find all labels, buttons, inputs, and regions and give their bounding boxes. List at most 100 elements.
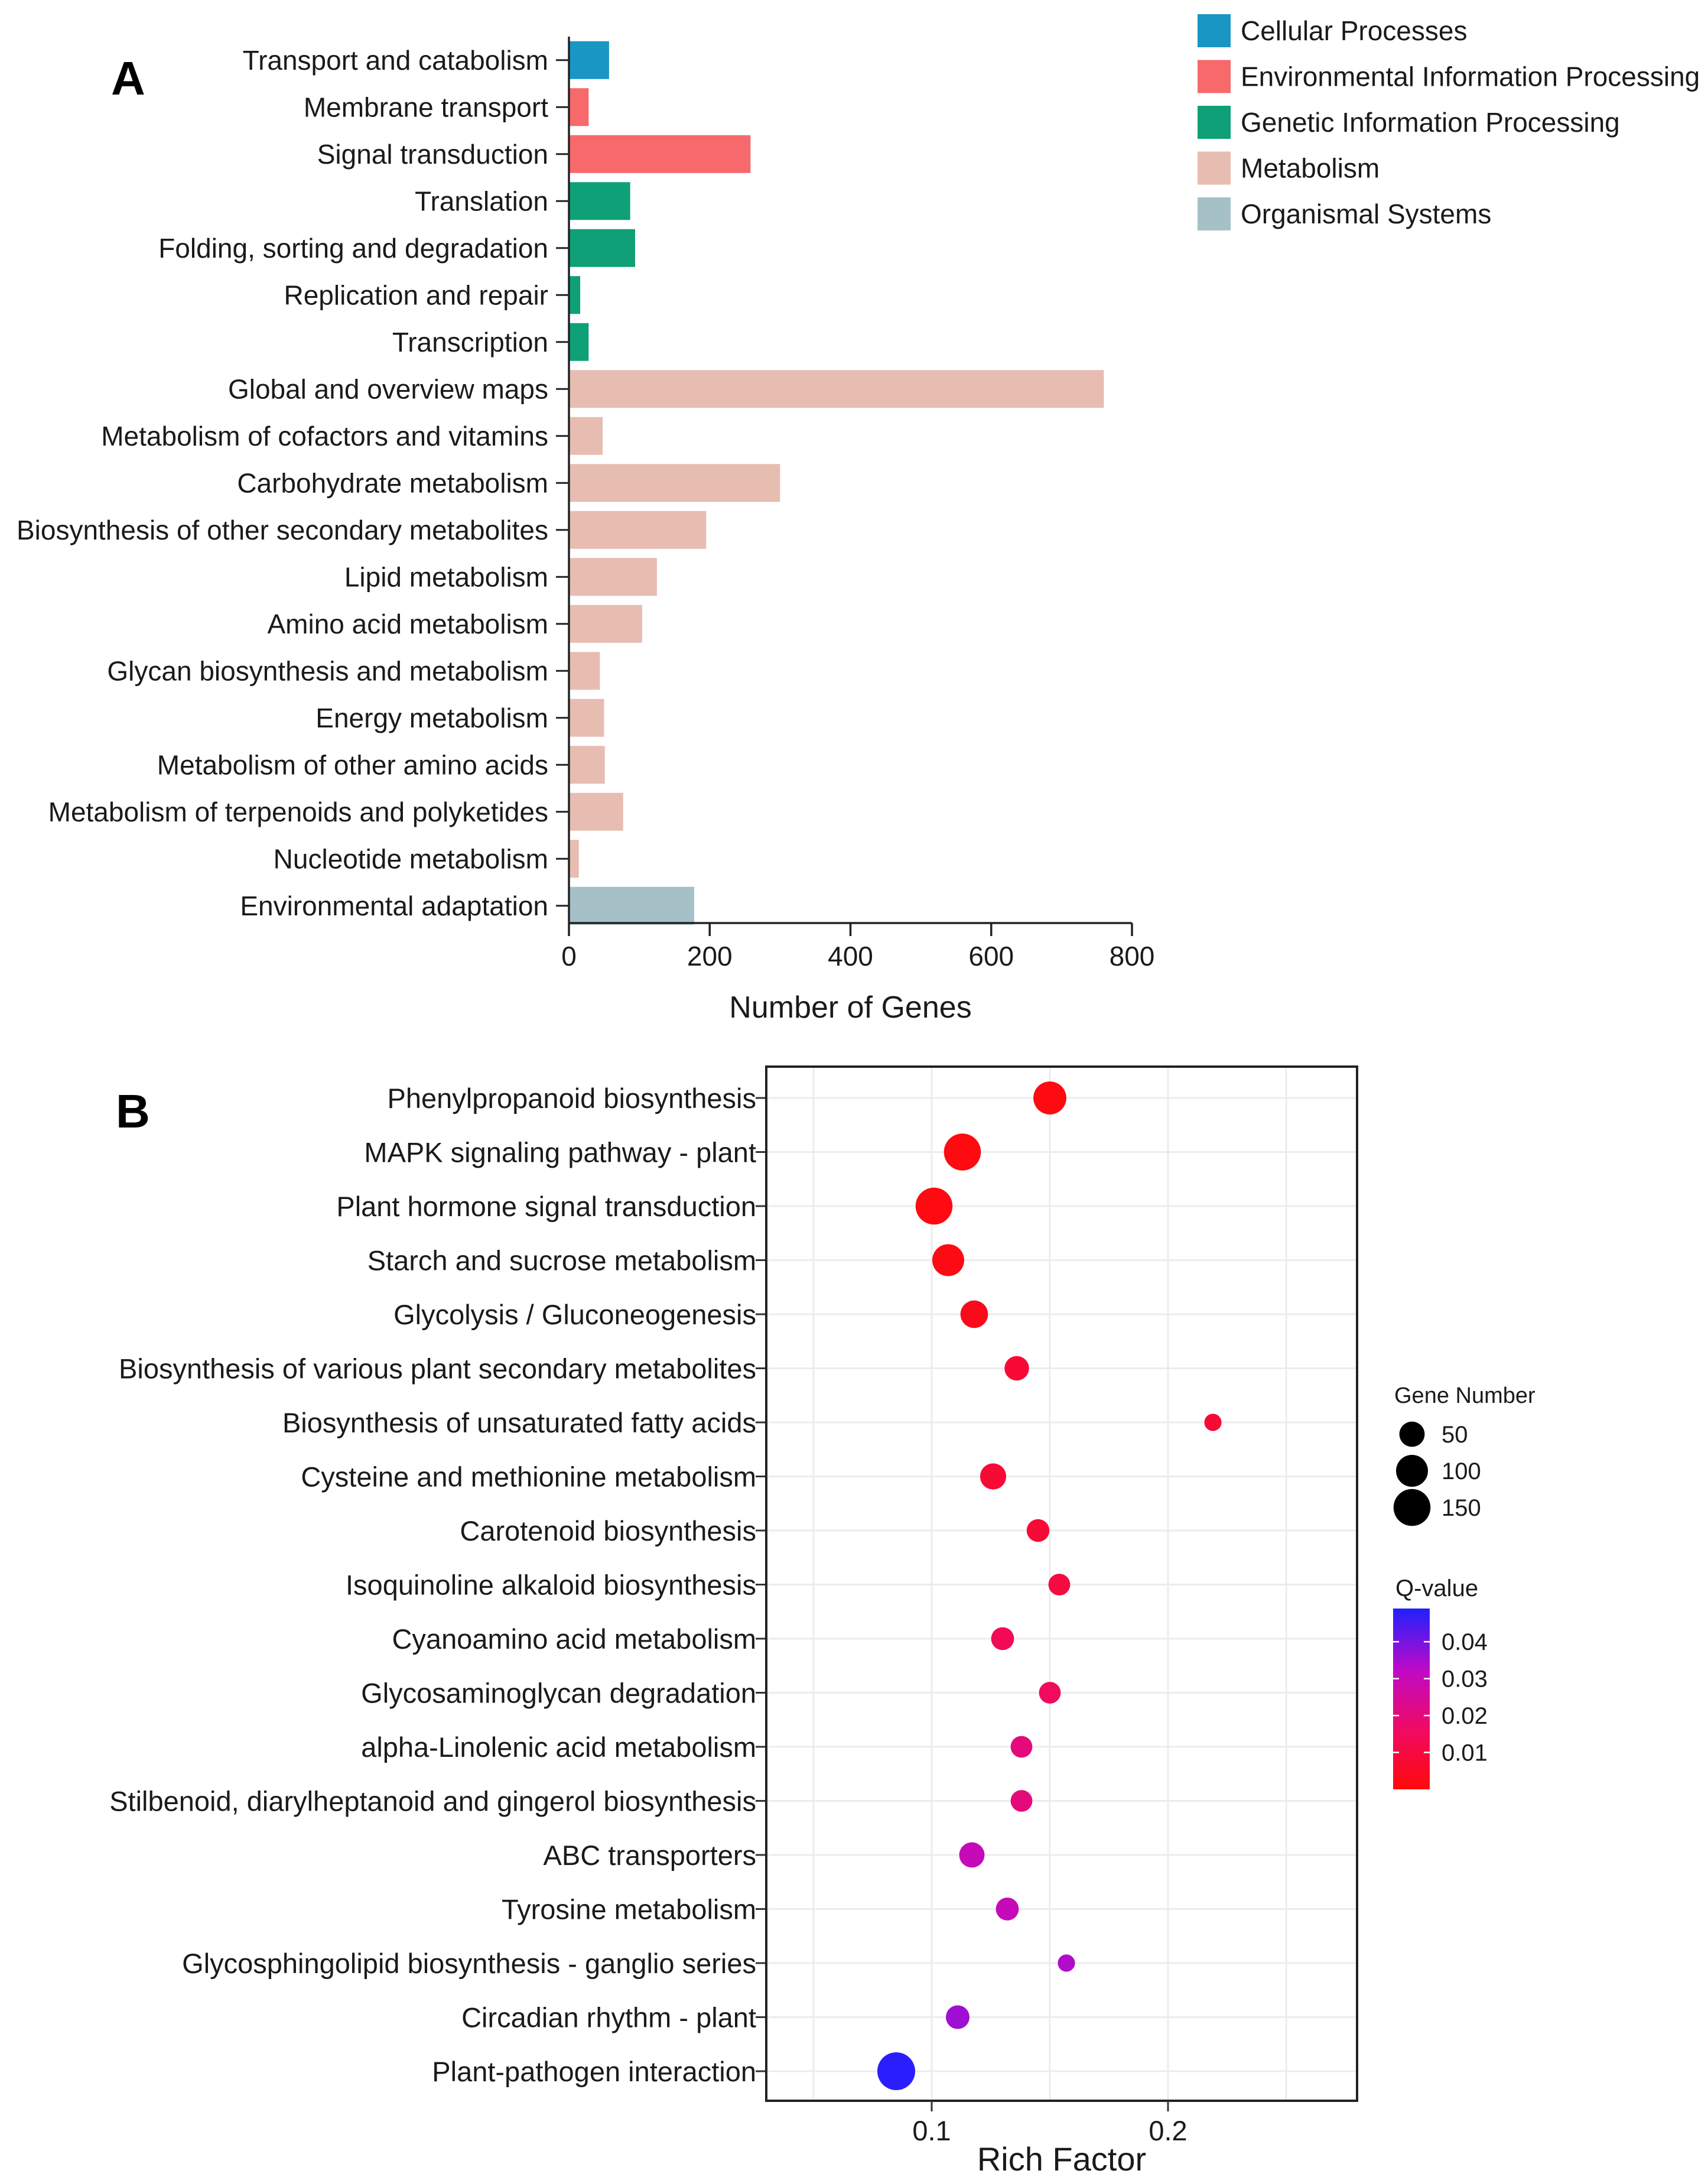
size-legend-title: Gene Number [1394,1383,1535,1408]
category-label-7: Cysteine and methionine metabolism [301,1461,756,1493]
bar-11 [569,558,657,596]
color-tick-label-3: 0.01 [1442,1740,1488,1766]
point-0 [1033,1081,1066,1115]
point-18 [877,2052,916,2091]
plot-frame [765,1065,1358,2102]
bar-5 [569,276,581,314]
panel-b-letter: B [116,1085,150,1138]
category-label-11: Lipid metabolism [344,561,548,592]
panel-b-points [877,1081,1222,2091]
x-axis-title: Rich Factor [977,2140,1146,2177]
point-8 [1026,1519,1050,1542]
bar-10 [569,511,707,549]
panel-b-category-labels: Phenylpropanoid biosynthesis MAPK signali… [109,1083,756,2087]
category-label-16: Metabolism of terpenoids and polyketides [48,797,548,827]
point-7 [980,1463,1007,1490]
size-legend-dot-2 [1393,1489,1431,1526]
category-label-4: Glycolysis / Gluconeogenesis [393,1299,756,1330]
panel-b: B Phenylpropanoid biosynthesis MAPK signa… [109,1065,1535,2177]
legend-label-3: Metabolism [1241,153,1380,184]
category-label-6: Biosynthesis of unsaturated fatty acids [282,1407,756,1438]
point-13 [1010,1790,1033,1812]
category-label-11: Glycosaminoglycan degradation [361,1678,756,1709]
category-label-9: Isoquinoline alkaloid biosynthesis [346,1570,756,1601]
legend-label-0: Cellular Processes [1241,15,1467,46]
category-label-5: Biosynthesis of various plant secondary … [119,1353,756,1385]
category-label-13: Stilbenoid, diarylheptanoid and gingerol… [109,1786,756,1817]
legend-label-4: Organismal Systems [1241,199,1491,229]
point-3 [932,1244,964,1276]
bar-13 [569,652,600,690]
bar-7 [569,370,1104,408]
x-tick-label-0: 0 [561,941,577,971]
category-label-6: Transcription [392,327,548,358]
point-17 [945,2005,970,2029]
size-legend-dot-0 [1399,1421,1425,1447]
bar-17 [569,840,579,878]
x-tick-label-0: 0.1 [912,2115,951,2146]
bar-15 [569,746,605,784]
panel-b-legends: Gene Number 50 100 150 Q-value 0.04 0.03 0.02 0.… [1393,1383,1535,1789]
color-bar [1393,1609,1430,1789]
bar-4 [569,229,635,267]
category-label-18: Environmental adaptation [240,891,548,921]
point-11 [1039,1682,1061,1704]
category-label-10: Biosynthesis of other secondary metaboli… [17,515,548,545]
category-label-4: Folding, sorting and degradation [158,233,548,264]
point-5 [1004,1356,1029,1381]
bar-14 [569,698,604,737]
category-label-12: alpha-Linolenic acid metabolism [361,1731,756,1763]
bar-0 [569,41,609,79]
category-label-10: Cyanoamino acid metabolism [392,1623,756,1655]
category-label-3: Starch and sucrose metabolism [367,1245,756,1276]
bar-9 [569,464,780,502]
category-label-0: Phenylpropanoid biosynthesis [388,1083,756,1114]
bar-1 [569,88,589,126]
x-axis-title: Number of Genes [729,990,971,1025]
point-1 [944,1133,981,1171]
category-label-17: Circadian rhythm - plant [461,2002,756,2033]
x-tick-label-2: 400 [828,941,873,971]
legend-swatch-1 [1198,60,1231,93]
category-label-13: Glycan biosynthesis and metabolism [107,655,548,686]
size-legend-dot-1 [1396,1455,1428,1487]
point-6 [1204,1414,1222,1431]
bar-6 [569,323,589,361]
bar-12 [569,605,642,643]
panel-a-bars [569,41,1104,925]
category-label-1: Membrane transport [304,92,548,122]
color-legend-title: Q-value [1395,1575,1478,1601]
category-label-8: Metabolism of cofactors and vitamins [101,421,548,451]
category-label-1: MAPK signaling pathway - plant [364,1137,756,1168]
category-label-0: Transport and catabolism [243,45,548,76]
size-legend-label-1: 100 [1442,1458,1481,1484]
panel-a-legend: Cellular Processes Environmental Informat… [1198,14,1700,230]
category-label-7: Global and overview maps [228,373,548,404]
category-label-14: Energy metabolism [315,703,548,733]
point-9 [1048,1574,1071,1596]
point-15 [995,1897,1019,1921]
category-label-2: Signal transduction [317,139,548,170]
bar-2 [569,135,751,173]
x-tick-label-3: 600 [968,941,1014,971]
category-label-17: Nucleotide metabolism [274,843,548,874]
point-2 [915,1187,953,1225]
category-label-8: Carotenoid biosynthesis [460,1515,756,1546]
legend-swatch-2 [1198,106,1231,139]
category-label-3: Translation [415,186,548,216]
x-tick-label-1: 200 [687,941,733,971]
point-12 [1010,1736,1033,1758]
legend-label-1: Environmental Information Processing [1241,61,1700,92]
color-tick-label-1: 0.03 [1442,1666,1488,1692]
legend-swatch-0 [1198,14,1231,47]
category-label-18: Plant-pathogen interaction [432,2056,756,2087]
category-label-15: Metabolism of other amino acids [157,749,548,780]
category-label-2: Plant hormone signal transduction [336,1191,756,1222]
panel-a-letter: A [111,52,145,105]
category-label-15: Tyrosine metabolism [502,1894,756,1925]
legend-swatch-4 [1198,197,1231,230]
category-label-14: ABC transporters [544,1840,756,1871]
bar-18 [569,886,695,925]
